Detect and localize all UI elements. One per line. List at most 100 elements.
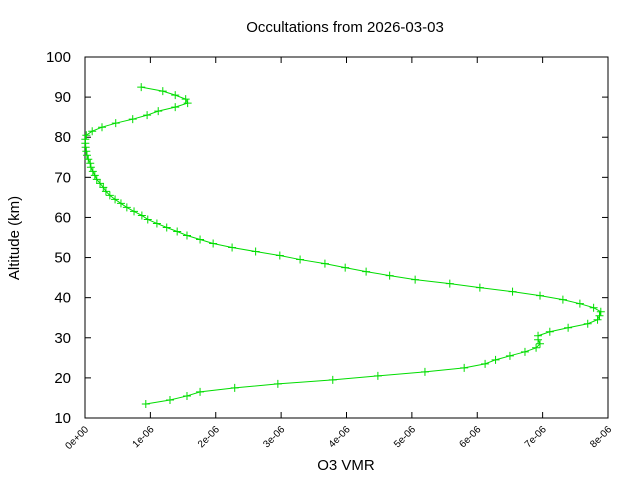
data-point <box>385 271 394 280</box>
x-tick-label: 7e-06 <box>523 424 549 450</box>
data-point <box>84 155 93 164</box>
data-point <box>230 383 239 392</box>
y-tick-label: 10 <box>54 410 71 427</box>
data-point <box>564 323 573 332</box>
data-point <box>137 211 146 220</box>
x-tick-label: 5e-06 <box>392 424 418 450</box>
data-point <box>273 379 282 388</box>
data-point <box>81 135 90 144</box>
data-point <box>152 219 161 228</box>
y-tick-label: 30 <box>54 330 71 347</box>
data-point <box>296 255 305 264</box>
data-point <box>508 287 517 296</box>
data-point <box>162 223 171 232</box>
data-point <box>86 163 95 172</box>
data-point <box>583 319 592 328</box>
data-point <box>182 231 191 240</box>
data-point <box>505 351 514 360</box>
data-point <box>475 283 484 292</box>
data-point <box>111 119 120 128</box>
data-point <box>137 83 146 92</box>
y-tick-label: 50 <box>54 250 71 267</box>
data-point <box>181 95 190 104</box>
y-tick-label: 70 <box>54 169 71 186</box>
data-point <box>171 91 180 100</box>
data-point <box>82 151 91 160</box>
x-tick-label: 8e-06 <box>588 424 614 450</box>
x-tick-label: 4e-06 <box>327 424 353 450</box>
data-point <box>520 347 529 356</box>
y-tick-label: 60 <box>54 209 71 226</box>
data-point <box>82 147 91 156</box>
data-point <box>143 111 152 120</box>
data-point <box>596 307 605 316</box>
data-point <box>96 179 105 188</box>
data-point <box>536 291 545 300</box>
data-point <box>88 167 97 176</box>
data-point <box>111 195 120 204</box>
x-tick-label: 2e-06 <box>196 424 222 450</box>
data-point <box>575 299 584 308</box>
data-point <box>534 331 543 340</box>
y-tick-label: 40 <box>54 290 71 307</box>
chart-title: Occultations from 2026-03-03 <box>246 19 444 36</box>
data-point <box>491 355 500 364</box>
y-tick-label: 80 <box>54 129 71 146</box>
x-tick-label: 0e+00 <box>63 424 91 452</box>
data-point <box>130 207 139 216</box>
data-point <box>90 171 99 180</box>
data-point <box>88 127 97 136</box>
data-point <box>595 311 604 320</box>
data-point <box>158 87 167 96</box>
data-point <box>593 315 602 324</box>
data-point <box>481 359 490 368</box>
data-point <box>545 327 554 336</box>
data-line <box>84 86 602 405</box>
data-point <box>460 363 469 372</box>
data-point <box>154 107 163 116</box>
data-point <box>536 339 545 348</box>
data-point <box>341 263 350 272</box>
y-axis-label: Altitude (km) <box>6 196 23 280</box>
data-point <box>328 375 337 384</box>
y-tick-label: 90 <box>54 89 71 106</box>
data-point <box>532 343 541 352</box>
data-point <box>165 395 174 404</box>
data-point <box>275 251 284 260</box>
data-point <box>105 191 114 200</box>
data-point <box>122 203 131 212</box>
x-tick-label: 1e-06 <box>131 424 157 450</box>
data-point <box>362 267 371 276</box>
data-point <box>143 215 152 224</box>
data-point <box>92 175 101 184</box>
data-point <box>589 303 598 312</box>
y-tick-label: 20 <box>54 370 71 387</box>
data-point <box>558 295 567 304</box>
data-point <box>182 391 191 400</box>
y-tick-label: 100 <box>46 49 71 66</box>
data-point <box>86 159 95 168</box>
data-point <box>411 275 420 284</box>
x-tick-label: 6e-06 <box>458 424 484 450</box>
data-point <box>196 235 205 244</box>
data-point <box>116 199 125 208</box>
data-point <box>97 123 106 132</box>
data-point <box>128 115 137 124</box>
data-point <box>251 247 260 256</box>
data-point <box>101 187 110 196</box>
data-point <box>183 99 192 108</box>
data-point <box>209 239 218 248</box>
data-point <box>171 103 180 112</box>
data-point <box>99 183 108 192</box>
data-point <box>196 387 205 396</box>
x-axis-label: O3 VMR <box>317 457 375 474</box>
data-point <box>228 243 237 252</box>
data-point <box>320 259 329 268</box>
data-point <box>82 131 91 140</box>
data-point <box>141 399 150 408</box>
data-point <box>373 371 382 380</box>
x-tick-label: 3e-06 <box>261 424 287 450</box>
plot-frame <box>84 56 609 419</box>
data-point <box>420 367 429 376</box>
